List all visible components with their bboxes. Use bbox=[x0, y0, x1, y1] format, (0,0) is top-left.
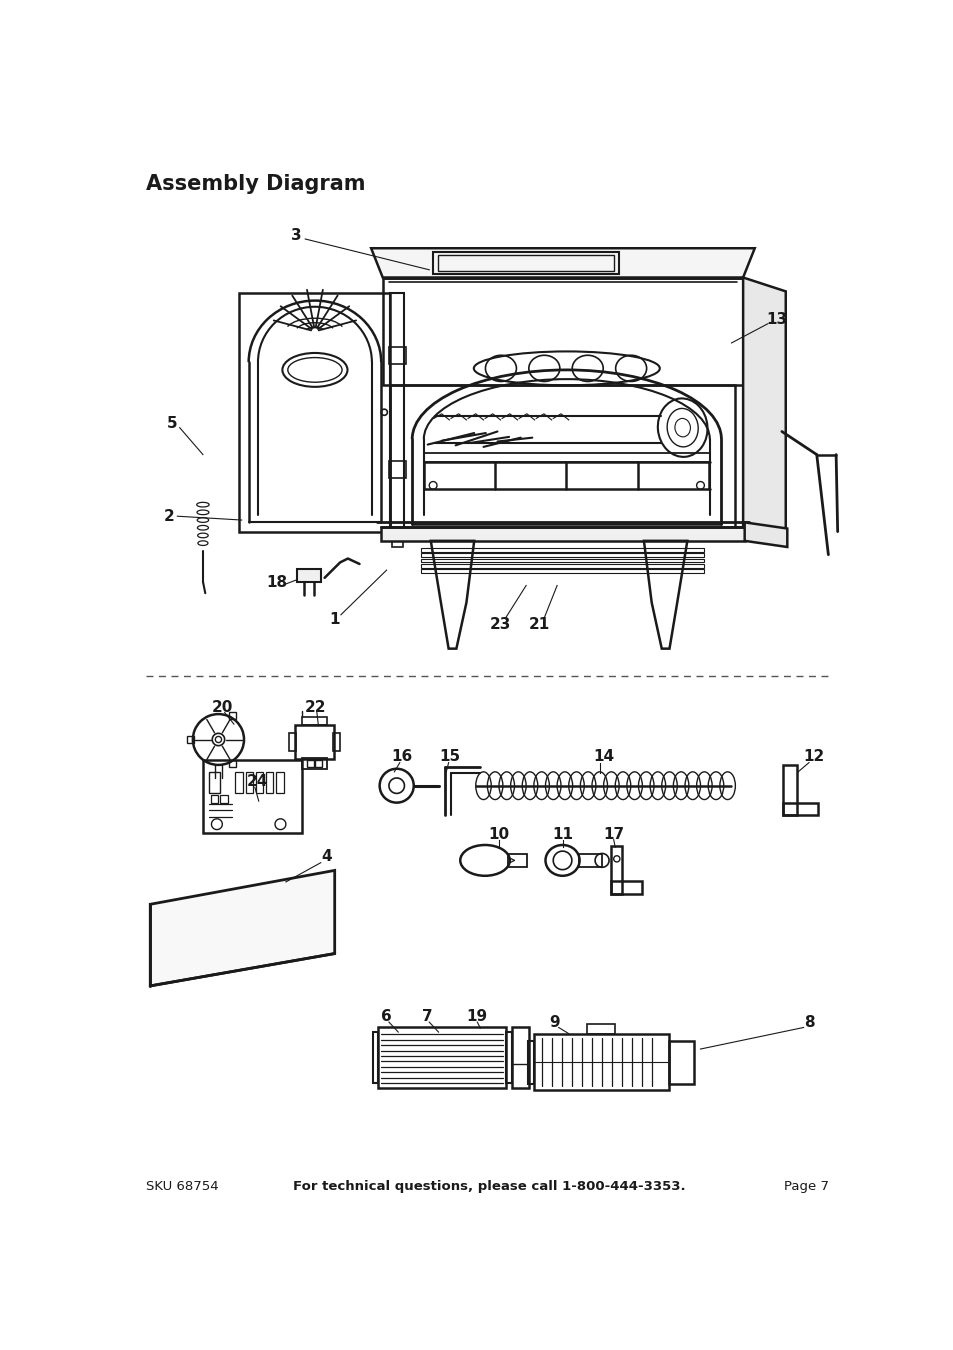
Bar bbox=[781, 803, 817, 815]
Bar bbox=[235, 772, 243, 794]
Text: 21: 21 bbox=[528, 617, 549, 632]
Bar bbox=[390, 385, 735, 532]
Bar bbox=[421, 570, 703, 574]
Polygon shape bbox=[371, 248, 754, 278]
Bar bbox=[421, 548, 703, 552]
Text: 12: 12 bbox=[802, 749, 823, 764]
Bar bbox=[587, 1023, 615, 1034]
Bar bbox=[433, 252, 618, 274]
Bar bbox=[315, 760, 322, 767]
Bar bbox=[390, 293, 404, 532]
Bar bbox=[245, 772, 253, 794]
Bar bbox=[220, 795, 228, 803]
Polygon shape bbox=[297, 568, 320, 582]
Bar bbox=[211, 795, 218, 803]
Bar bbox=[255, 772, 263, 794]
Bar bbox=[229, 711, 236, 720]
Polygon shape bbox=[742, 278, 785, 545]
Bar bbox=[669, 1041, 694, 1084]
Bar bbox=[187, 736, 194, 744]
Text: 15: 15 bbox=[439, 749, 460, 764]
Text: 3: 3 bbox=[291, 228, 301, 243]
Text: Assembly Diagram: Assembly Diagram bbox=[146, 174, 366, 193]
Text: 16: 16 bbox=[391, 749, 413, 764]
Text: 24: 24 bbox=[246, 775, 268, 790]
Text: Page 7: Page 7 bbox=[783, 1180, 828, 1192]
Bar bbox=[382, 278, 742, 385]
Text: 17: 17 bbox=[602, 826, 623, 841]
Bar bbox=[389, 347, 406, 363]
Polygon shape bbox=[744, 522, 786, 547]
Text: 9: 9 bbox=[549, 1015, 559, 1030]
Text: 1: 1 bbox=[329, 612, 339, 626]
Bar bbox=[266, 772, 274, 794]
Text: 18: 18 bbox=[267, 575, 288, 590]
Bar bbox=[275, 772, 283, 794]
Text: 2: 2 bbox=[164, 509, 174, 524]
Bar bbox=[307, 760, 314, 767]
Bar bbox=[302, 717, 327, 725]
Text: For technical questions, please call 1-800-444-3353.: For technical questions, please call 1-8… bbox=[293, 1180, 684, 1192]
Text: 13: 13 bbox=[765, 312, 786, 327]
Bar bbox=[421, 559, 703, 563]
Bar bbox=[534, 1034, 669, 1089]
Bar bbox=[421, 554, 703, 558]
Text: 6: 6 bbox=[381, 1010, 392, 1025]
Bar bbox=[527, 1041, 534, 1084]
Bar bbox=[381, 526, 744, 541]
Bar bbox=[389, 460, 406, 478]
Bar bbox=[239, 293, 390, 532]
Text: 19: 19 bbox=[466, 1010, 487, 1025]
Bar bbox=[423, 454, 709, 462]
Bar bbox=[302, 757, 327, 768]
Bar bbox=[421, 564, 703, 568]
Bar bbox=[505, 1033, 512, 1083]
Bar bbox=[437, 255, 614, 270]
Polygon shape bbox=[150, 871, 335, 986]
Bar bbox=[209, 772, 220, 794]
Bar bbox=[611, 845, 621, 894]
Bar bbox=[781, 765, 796, 815]
Text: 10: 10 bbox=[488, 826, 509, 841]
Bar bbox=[294, 725, 334, 759]
Bar bbox=[289, 733, 295, 751]
Text: 5: 5 bbox=[167, 416, 177, 431]
Text: 7: 7 bbox=[421, 1010, 432, 1025]
Text: 4: 4 bbox=[321, 849, 332, 864]
Bar bbox=[611, 882, 641, 894]
Text: 22: 22 bbox=[304, 701, 326, 716]
Bar bbox=[373, 1033, 377, 1083]
Text: 20: 20 bbox=[212, 701, 233, 716]
Text: SKU 68754: SKU 68754 bbox=[146, 1180, 219, 1192]
Bar bbox=[512, 1027, 529, 1088]
Text: 23: 23 bbox=[489, 617, 511, 632]
Text: 11: 11 bbox=[552, 826, 573, 841]
Bar bbox=[578, 855, 601, 867]
Bar bbox=[392, 531, 402, 547]
Bar bbox=[229, 760, 236, 767]
Text: 8: 8 bbox=[802, 1015, 814, 1030]
Bar bbox=[203, 760, 302, 833]
Bar bbox=[377, 1027, 505, 1088]
Bar bbox=[333, 733, 340, 751]
Bar bbox=[508, 855, 526, 867]
Text: 14: 14 bbox=[593, 749, 614, 764]
